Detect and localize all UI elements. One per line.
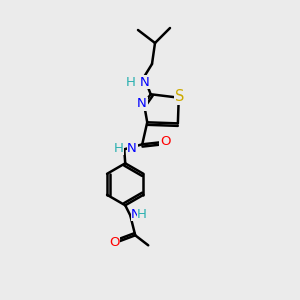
Text: O: O — [109, 236, 119, 249]
Text: N: N — [131, 208, 141, 221]
Text: H: H — [137, 208, 147, 221]
Text: N: N — [137, 97, 147, 110]
Text: H: H — [126, 76, 136, 88]
Text: S: S — [175, 89, 184, 104]
Text: O: O — [160, 135, 170, 148]
Text: N: N — [127, 142, 137, 155]
Text: N: N — [140, 76, 150, 88]
Text: H: H — [113, 142, 123, 155]
